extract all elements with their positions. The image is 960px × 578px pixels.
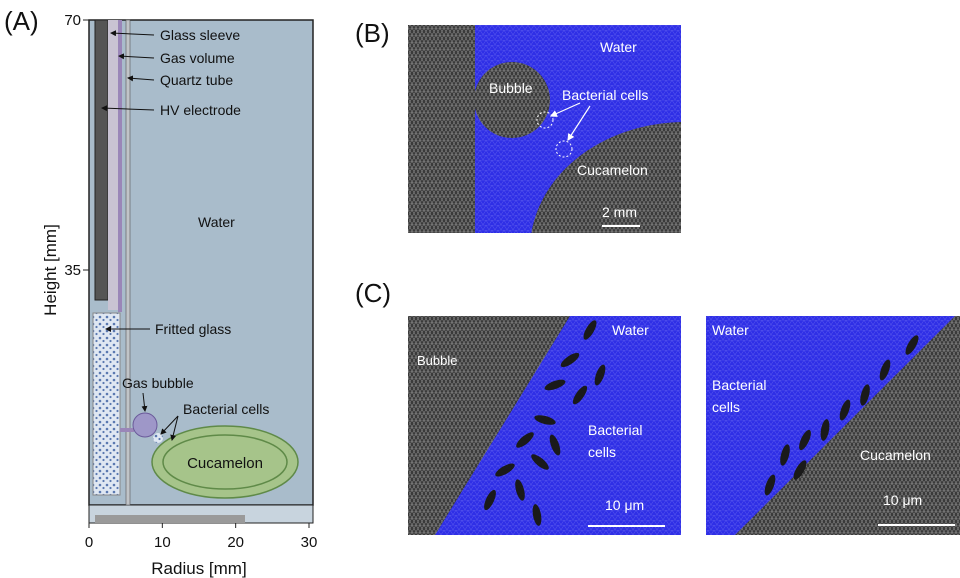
label: Gas volume: [160, 50, 235, 66]
figure: (A) Glass sleeve Gas volume Quartz tube …: [0, 0, 960, 578]
bacterial-cells: [153, 433, 163, 443]
gas-volume: [118, 20, 122, 312]
x-tick-label: 30: [301, 534, 318, 551]
label: Bubble: [417, 353, 457, 368]
label: Water: [612, 322, 649, 338]
bubble-mesh: [474, 62, 550, 138]
x-tick-label: 0: [85, 534, 93, 551]
panel-c-right: Water Bacterial cells Cucamelon 10 μm: [706, 316, 960, 535]
y-tick-label: 70: [64, 12, 81, 29]
glass-sleeve: [108, 20, 118, 310]
label: Bacterial cells: [183, 401, 269, 417]
label: cells: [712, 399, 740, 415]
x-axis-title: Radius [mm]: [151, 559, 246, 578]
y-tick-label: 35: [64, 262, 81, 279]
scale-label: 2 mm: [602, 204, 637, 220]
tube-mesh: [408, 25, 475, 233]
x-tick-label: 10: [154, 534, 171, 551]
label: Cucamelon: [187, 455, 263, 472]
panel-c-left: Water Bubble Bacterial cells 10 μm: [408, 316, 681, 535]
label: Gas bubble: [122, 375, 194, 391]
label: Water: [600, 39, 637, 55]
panel-a: Glass sleeve Gas volume Quartz tube HV e…: [41, 12, 317, 578]
label: Cucamelon: [577, 162, 648, 178]
base-plate: [95, 515, 245, 523]
label: Water: [198, 214, 235, 230]
y-axis-title: Height [mm]: [41, 224, 60, 316]
fritted-glass: [93, 313, 120, 495]
panel-label: (C): [355, 278, 391, 308]
label: Bubble: [489, 80, 533, 96]
label: cells: [588, 444, 616, 460]
label: Glass sleeve: [160, 27, 240, 43]
panel-label: (B): [355, 18, 390, 48]
scale-label: 10 μm: [605, 497, 644, 513]
label: Fritted glass: [155, 321, 231, 337]
label: Bacterial cells: [562, 87, 648, 103]
label: Cucamelon: [860, 447, 931, 463]
label: Water: [712, 322, 749, 338]
label: Bacterial: [712, 377, 766, 393]
label: HV electrode: [160, 102, 241, 118]
gas-channel: [120, 428, 134, 432]
quartz-tube: [126, 20, 130, 505]
x-tick-label: 20: [227, 534, 244, 551]
hv-electrode: [95, 20, 108, 300]
panel-label: (A): [4, 6, 39, 36]
gas-bubble: [133, 413, 157, 437]
label: Bacterial: [588, 422, 642, 438]
label: Quartz tube: [160, 72, 233, 88]
scale-label: 10 μm: [883, 492, 922, 508]
